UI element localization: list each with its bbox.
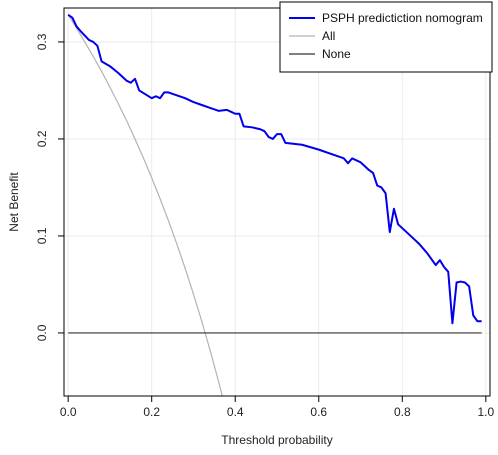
x-tick-label: 1.0 — [477, 405, 494, 419]
y-tick-label: 0.3 — [35, 33, 49, 50]
series-line-all — [67, 14, 223, 396]
x-tick-label: 0.4 — [227, 405, 244, 419]
legend-box — [279, 1, 493, 73]
x-axis-ticks: 0.0 0.2 0.4 0.6 0.8 1.0 — [60, 396, 494, 419]
legend-label-psph-nomogram: PSPH predictiction nomogram — [322, 11, 483, 25]
x-tick-label: 0.8 — [394, 405, 411, 419]
series-line-psph-nomogram — [67, 13, 482, 325]
legend-label-none: None — [322, 47, 351, 61]
y-tick-label: 0.0 — [35, 324, 49, 341]
y-tick-label: 0.2 — [35, 130, 49, 147]
series-lines — [67, 13, 482, 396]
y-tick-label: 0.1 — [35, 227, 49, 244]
plot-frame — [63, 7, 491, 397]
x-tick-label: 0.2 — [143, 405, 160, 419]
legend: PSPH predictiction nomogram All None — [279, 1, 493, 73]
y-axis-title: Net Benefit — [7, 172, 21, 232]
x-tick-label: 0.6 — [310, 405, 327, 419]
x-tick-label: 0.0 — [60, 405, 77, 419]
x-axis-title: Threshold probability — [221, 433, 332, 447]
y-axis-ticks: 0.0 0.1 0.2 0.3 — [35, 33, 64, 341]
legend-label-all: All — [322, 29, 335, 43]
